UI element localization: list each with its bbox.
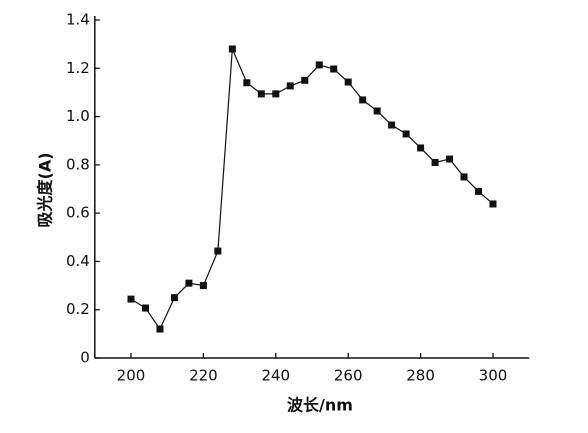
x-tick-label: 300 [479, 367, 508, 385]
y-axis-label: 吸光度(A) [36, 152, 55, 227]
y-tick-label: 1.2 [66, 59, 90, 77]
data-point [388, 121, 396, 129]
y-tick-label: 0 [80, 349, 90, 367]
data-point [344, 78, 352, 86]
data-point [373, 107, 381, 115]
data-point [156, 325, 164, 333]
x-tick-label: 280 [406, 367, 435, 385]
data-point [330, 65, 338, 73]
data-point [475, 187, 483, 195]
x-tick-label: 240 [261, 367, 290, 385]
x-tick-label: 220 [189, 367, 218, 385]
data-point [257, 90, 265, 98]
data-point [272, 90, 280, 98]
data-point [446, 155, 454, 163]
x-axis-label: 波长/nm [287, 396, 353, 415]
y-tick-label: 0.6 [66, 204, 90, 222]
y-tick-label: 1.0 [66, 107, 90, 125]
y-tick-label: 1.4 [66, 11, 90, 29]
data-point [228, 45, 236, 53]
data-point [286, 82, 294, 90]
data-point [127, 295, 135, 303]
data-point [214, 247, 222, 255]
data-point [359, 96, 367, 104]
data-point [417, 144, 425, 152]
x-tick-label: 200 [117, 367, 146, 385]
data-point [185, 279, 193, 287]
data-point [402, 130, 410, 138]
y-tick-label: 0.8 [66, 155, 90, 173]
data-point [489, 200, 497, 208]
y-tick-label: 0.4 [66, 252, 90, 270]
data-point [301, 76, 309, 84]
data-point [460, 173, 468, 181]
data-point [243, 79, 251, 87]
data-point [315, 61, 323, 69]
data-point [199, 282, 207, 290]
series-line [130, 48, 494, 331]
data-point [141, 304, 149, 312]
data-point [431, 158, 439, 166]
x-tick-label: 260 [334, 367, 363, 385]
y-tick-label: 0.2 [66, 300, 90, 318]
data-point [170, 294, 178, 302]
